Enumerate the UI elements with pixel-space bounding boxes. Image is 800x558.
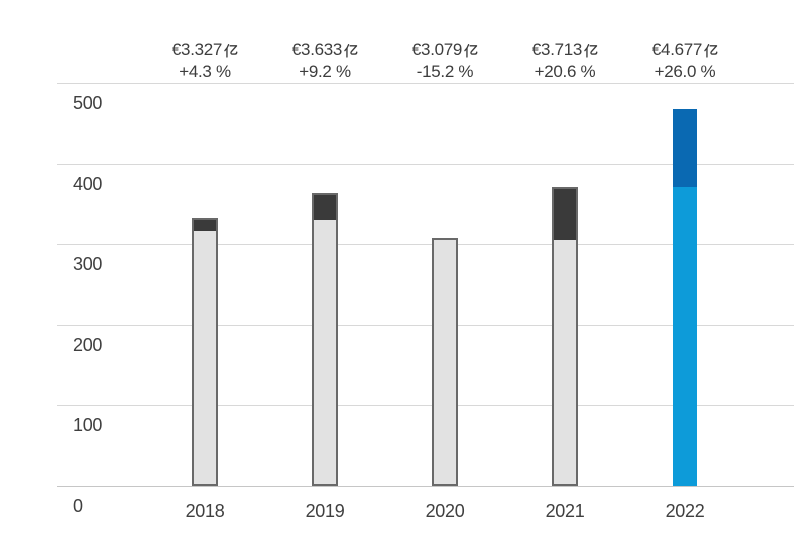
bar-value-label: €3.079 [370,39,520,61]
bar-change-label: +26.0 % [654,61,716,81]
gridline-200 [57,324,794,326]
bar-value-label: €4.677 [610,39,760,61]
yi-character-glyph [584,44,598,58]
bar-value-text: €3.633 [291,40,343,59]
bar-2022 [673,109,697,486]
bar-2019 [312,193,338,486]
gridline-500 [57,83,794,84]
y-axis-tick-label-400: 400 [73,173,103,194]
bar-2018 [192,217,218,486]
y-axis-tick-label-500: 500 [73,93,103,113]
bar-change-label: +20.6 % [534,61,596,81]
y-axis-tick-label-300: 300 [73,254,103,275]
bar-value-label: €3.327 [130,39,280,61]
x-axis-label-2022: 2022 [665,501,705,521]
bar-value-text: €3.327 [171,40,223,59]
bar-value-text: €3.079 [411,40,463,59]
x-axis-label-2020: 2020 [425,501,465,521]
x-axis-label-2019: 2019 [305,501,345,521]
gridline-400 [57,163,794,165]
bar-change-label: -15.2 % [416,61,474,81]
gridline-0 [57,486,794,487]
bar-2021 [552,186,578,486]
gridline-100 [57,405,794,407]
y-axis-tick-label-0: 0 [73,496,83,516]
x-axis-label-2021: 2021 [545,501,585,521]
x-axis-label-2018: 2018 [185,501,225,521]
gridline-300 [57,244,794,246]
bar-annotation-2018: €3.327 +4.3 % [130,39,280,82]
bar-change-label: +4.3 % [179,61,231,81]
bar-annotation-2021: €3.713 +20.6 % [490,39,640,82]
bar-value-text: €3.713 [531,40,583,59]
y-axis-tick-label-100: 100 [73,415,103,436]
bar-increase-segment-2022 [673,109,697,187]
bar-value-text: €4.677 [651,40,703,59]
yi-character-glyph [704,44,718,58]
bar-value-label: €3.633 [250,39,400,61]
yi-character-glyph [344,44,358,58]
bar-annotation-2022: €4.677 +26.0 % [610,39,760,82]
bar-increase-segment-2021 [554,188,576,240]
yi-character-glyph [464,44,478,58]
bar-value-label: €3.713 [490,39,640,61]
bar-increase-segment-2018 [194,219,216,231]
bar-annotation-2019: €3.633 +9.2 % [250,39,400,82]
bar-change-label: +9.2 % [299,61,351,81]
bar-2020 [432,237,458,486]
bar-annotation-2020: €3.079 -15.2 % [370,39,520,82]
bar-increase-segment-2019 [314,195,336,220]
yi-character-glyph [224,44,238,58]
y-axis-tick-label-200: 200 [73,334,103,355]
